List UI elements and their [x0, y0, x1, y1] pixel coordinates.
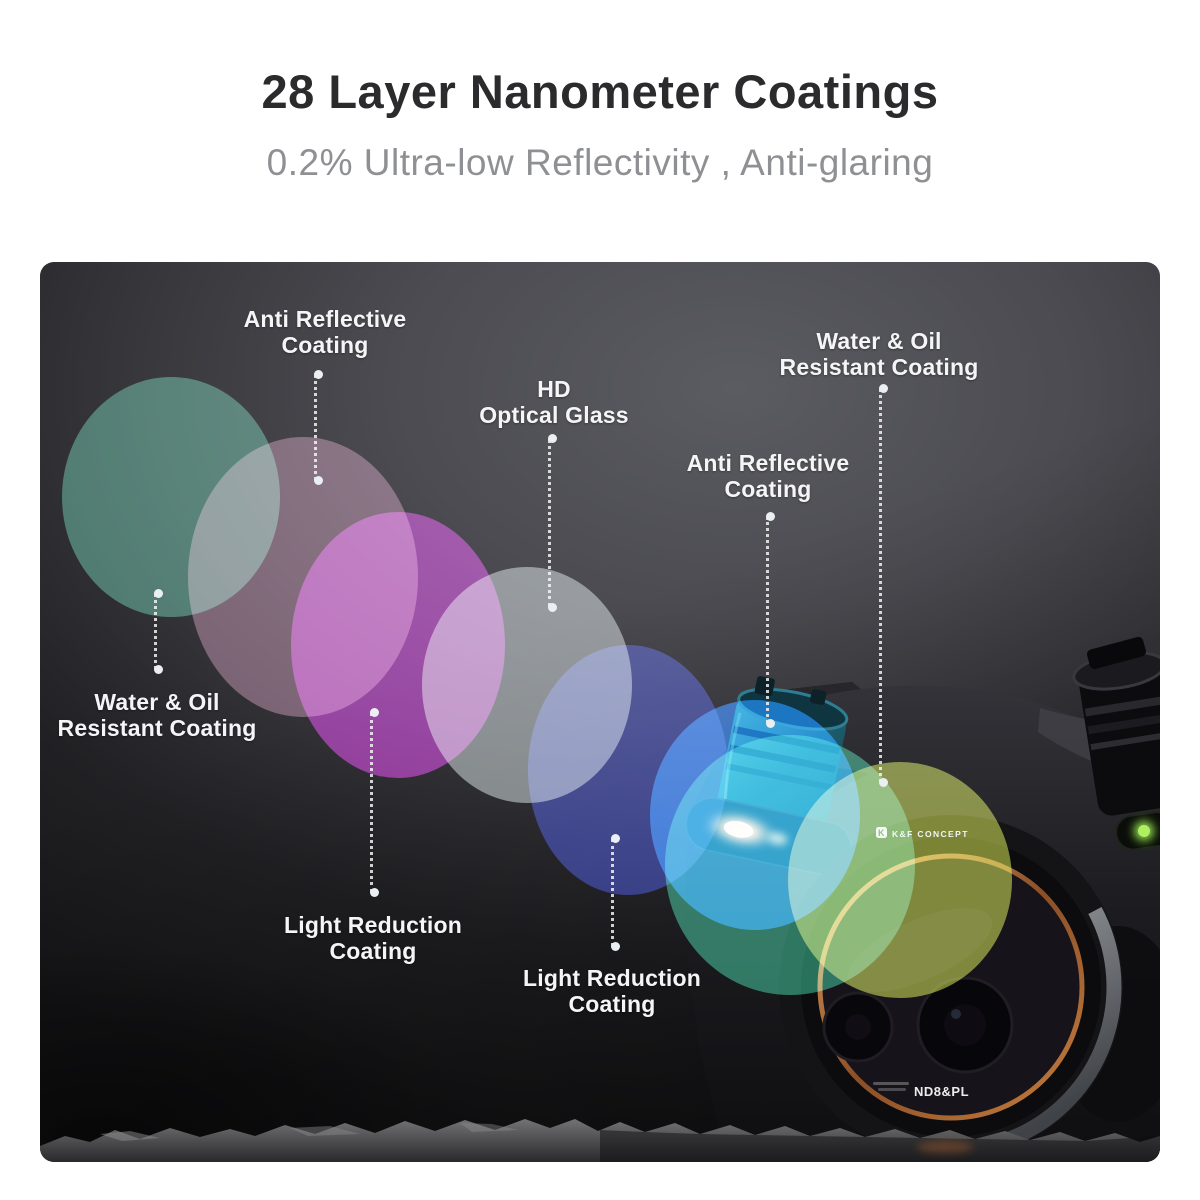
callout-line: Resistant Coating: [779, 354, 979, 380]
status-led: [1115, 811, 1160, 851]
callout-line: Coating: [329, 938, 417, 964]
pointer-line-light-reduction-mid: [611, 834, 620, 951]
pointer-line-water-oil-left: [154, 589, 163, 674]
callout-line: Anti Reflective: [243, 306, 407, 332]
callout-line: Water & Oil: [94, 689, 220, 715]
callout-line: Coating: [568, 991, 656, 1017]
page-subtitle: 0.2% Ultra-low Reflectivity , Anti-glari…: [266, 142, 934, 183]
callout-line: HD: [537, 376, 571, 402]
callout-line: Water & Oil: [816, 328, 942, 354]
pointer-line-water-oil-right: [879, 384, 888, 787]
callout-line: Coating: [724, 476, 812, 502]
pointer-line-hd-optical-glass: [548, 434, 557, 612]
pointer-line-anti-reflective-right: [766, 512, 775, 728]
callout-anti-reflective-top: Anti Reflective Coating: [195, 306, 455, 358]
callout-line: Coating: [281, 332, 369, 358]
rock-ground: [40, 1119, 1160, 1162]
header: 28 Layer Nanometer Coatings 0.2% Ultra-l…: [0, 0, 1200, 184]
callout-water-oil-right: Water & Oil Resistant Coating: [749, 328, 1009, 380]
callout-light-reduction-mid: Light Reduction Coating: [482, 965, 742, 1017]
filter-microtext: [873, 1082, 909, 1085]
pointer-line-anti-reflective-top: [314, 370, 323, 485]
callout-line: Resistant Coating: [57, 715, 257, 741]
callout-line: Optical Glass: [479, 402, 629, 428]
pointer-line-light-reduction-left: [370, 708, 379, 897]
callout-anti-reflective-right: Anti Reflective Coating: [638, 450, 898, 502]
callout-light-reduction-left: Light Reduction Coating: [243, 912, 503, 964]
callout-line: Light Reduction: [283, 912, 463, 938]
coating-circle-olive: [788, 762, 1012, 998]
filter-model-label: ND8&PL: [914, 1084, 969, 1099]
callout-hd-optical-glass: HD Optical Glass: [424, 376, 684, 428]
page-title: 28 Layer Nanometer Coatings: [261, 65, 939, 118]
callout-line: Anti Reflective: [686, 450, 850, 476]
callout-line: Light Reduction: [522, 965, 702, 991]
callout-water-oil-left: Water & Oil Resistant Coating: [40, 689, 287, 741]
coatings-diagram-panel: ND8&PL K K&F CONCEPT: [40, 262, 1160, 1162]
gimbal-motor: [1072, 636, 1160, 816]
